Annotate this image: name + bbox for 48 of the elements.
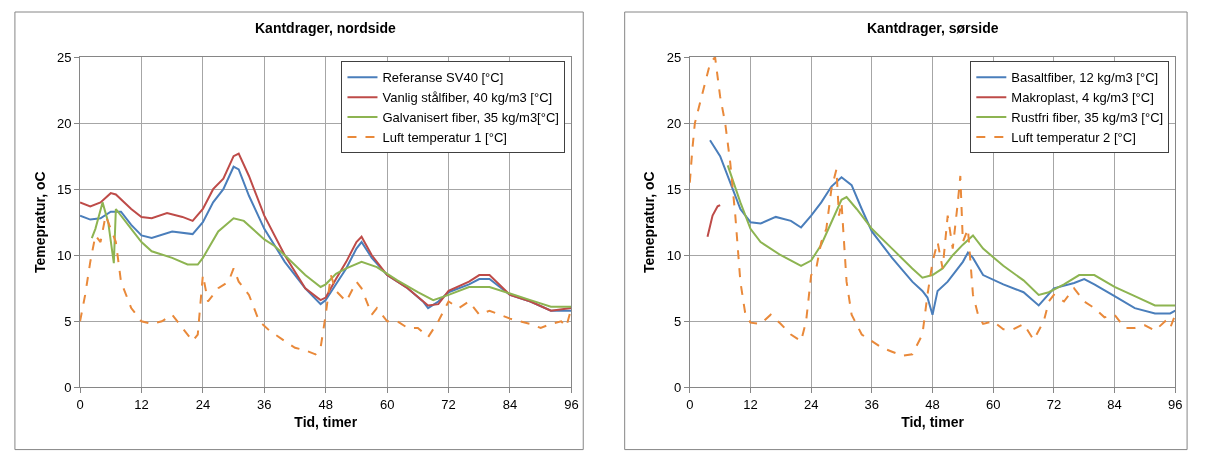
x-tick-label: 0 — [686, 396, 694, 412]
y-tick-label: 0 — [64, 379, 72, 395]
x-tick-label: 48 — [318, 396, 333, 412]
x-tick-label: 96 — [564, 396, 579, 412]
x-tick-label: 36 — [864, 396, 880, 412]
legend-label: Rustfri fiber, 35 kg/m3 [°C] — [1011, 110, 1164, 126]
y-tick-label: 20 — [56, 115, 72, 131]
legend-label: Referanse SV40 [°C] — [382, 70, 504, 86]
line-series — [706, 204, 722, 238]
x-tick-label: 24 — [195, 396, 211, 412]
x-tick-label: 36 — [257, 396, 272, 412]
y-tick-label: 10 — [666, 247, 682, 263]
legend-label: Luft temperatur 1 [°C] — [382, 130, 507, 146]
x-tick-label: 72 — [1046, 396, 1062, 412]
x-tick-label: 84 — [502, 396, 518, 412]
line-series — [726, 164, 1176, 307]
y-tick-label: 0 — [673, 379, 682, 395]
x-tick-label: 48 — [925, 396, 940, 412]
legend-label: Luft temperatur 2 [°C] — [1011, 130, 1136, 146]
x-axis-title: Tid, timer — [901, 414, 965, 431]
x-tick-label: 0 — [76, 396, 84, 412]
y-tick-label: 15 — [666, 181, 682, 197]
x-axis-title: Tid, timer — [294, 414, 358, 431]
line-series — [90, 201, 572, 308]
y-tick-label: 20 — [666, 115, 682, 131]
x-tick-label: 96 — [1168, 396, 1183, 412]
y-tick-label: 25 — [56, 49, 72, 65]
y-tick-label: 5 — [64, 313, 72, 329]
y-tick-label: 25 — [666, 49, 682, 65]
x-tick-label: 60 — [985, 396, 1001, 412]
x-tick-label: 60 — [379, 396, 395, 412]
y-axis-title: Temepratur, oC — [31, 171, 48, 274]
x-tick-label: 12 — [743, 396, 758, 412]
chart-title: Kantdrager, nordside — [255, 20, 397, 36]
legend-label: Galvanisert fiber, 35 kg/m3[°C] — [382, 110, 559, 126]
x-tick-label: 72 — [441, 396, 456, 412]
x-tick-label: 12 — [134, 396, 149, 412]
legend-label: Vanlig stålfiber, 40 kg/m3 [°C] — [382, 90, 553, 106]
y-tick-label: 10 — [56, 247, 72, 263]
line-series — [689, 57, 1176, 357]
x-tick-label: 84 — [1107, 396, 1122, 412]
legend-label: Basaltfiber, 12 kg/m3 [°C] — [1011, 70, 1159, 86]
y-axis-title: Temepratur, oC — [641, 171, 658, 274]
chart-title: Kantdrager, sørside — [867, 20, 999, 36]
y-tick-label: 15 — [56, 181, 72, 197]
legend-label: Makroplast, 4 kg/m3 [°C] — [1011, 90, 1154, 106]
x-tick-label: 24 — [803, 396, 819, 412]
y-tick-label: 5 — [673, 313, 682, 329]
